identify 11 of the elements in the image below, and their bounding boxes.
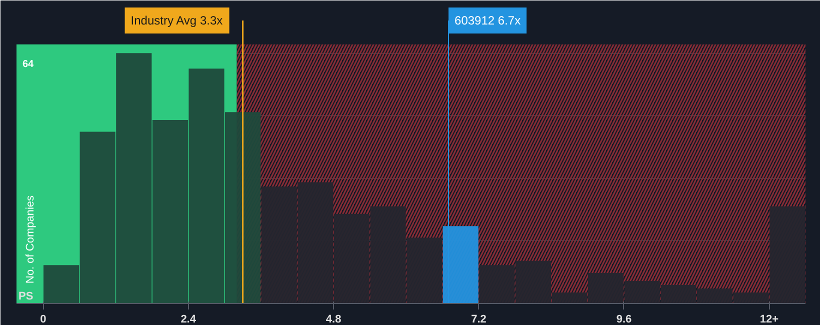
x-tick-label: 7.2 [471,314,486,325]
x-tick-label: 2.4 [180,314,197,325]
x-tick-label: 0 [40,314,46,325]
x-tick-label: 4.8 [326,314,342,325]
x-axis-title: PS [18,290,34,302]
ref-line-label: Industry Avg 3.3x [130,14,223,28]
ref-line-label: 603912 6.7x [454,14,521,28]
x-tick-label: 12+ [760,314,779,325]
annotation: 64 [22,59,34,70]
x-tick-label: 9.6 [616,314,632,325]
y-axis-title: No. of Companies [24,194,36,284]
